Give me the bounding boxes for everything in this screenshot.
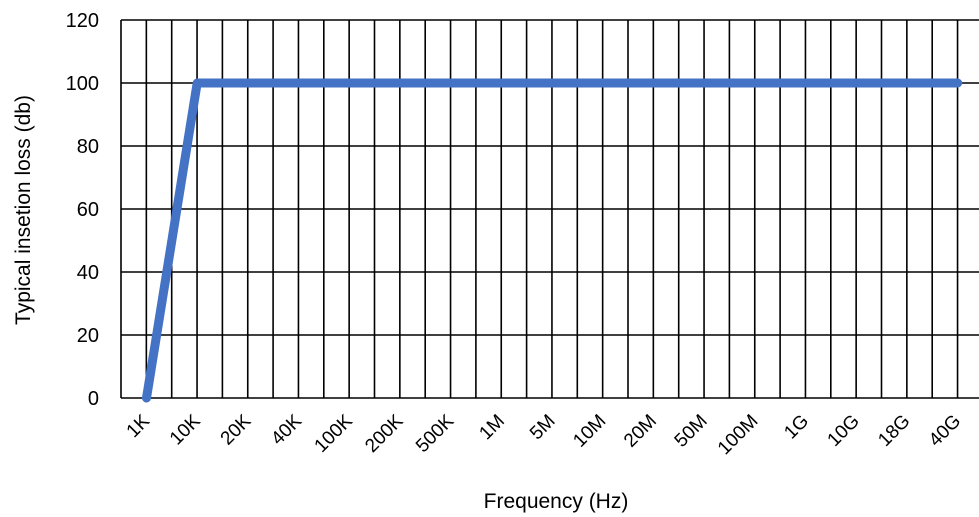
x-tick-label: 200K: [361, 410, 407, 456]
x-tick-label: 1K: [123, 410, 155, 442]
x-tick-label: 500K: [412, 410, 458, 456]
x-tick-label: 1M: [475, 411, 509, 445]
y-tick-label: 100: [66, 73, 99, 95]
x-tick-label: 100M: [714, 411, 762, 459]
y-axis-title: Typical insetion loss (db): [12, 95, 35, 325]
x-tick-label: 20M: [620, 411, 661, 452]
x-tick-label: 100K: [311, 410, 357, 456]
x-axis-title: Frequency (Hz): [484, 490, 629, 513]
x-axis-ticks: 1K 10K 20K 40K 100K 200K 500K 1M 5M 10M 20M 50M 100M…: [123, 410, 965, 459]
y-tick-label: 20: [77, 325, 99, 347]
x-tick-label: 20K: [217, 410, 256, 449]
x-tick-label: 40G: [925, 411, 965, 451]
x-tick-label: 5M: [526, 411, 560, 445]
x-tick-label: 50M: [671, 411, 712, 452]
x-tick-label: 1G: [780, 411, 813, 444]
y-tick-label: 60: [77, 199, 99, 221]
y-tick-label: 80: [77, 136, 99, 158]
series-layer: [142, 78, 963, 403]
x-tick-label: 10K: [166, 410, 205, 449]
y-tick-label: 120: [66, 10, 99, 32]
y-axis-ticks: 0 20 40 60 80 100 120: [66, 10, 99, 410]
grid: [120, 19, 979, 399]
y-tick-label: 0: [88, 388, 99, 410]
series-line: [142, 78, 963, 403]
y-tick-label: 40: [77, 262, 99, 284]
x-tick-label: 40K: [267, 410, 306, 449]
x-tick-label: 10G: [824, 411, 864, 451]
x-tick-label: 18G: [874, 411, 914, 451]
x-tick-label: 10M: [569, 411, 610, 452]
